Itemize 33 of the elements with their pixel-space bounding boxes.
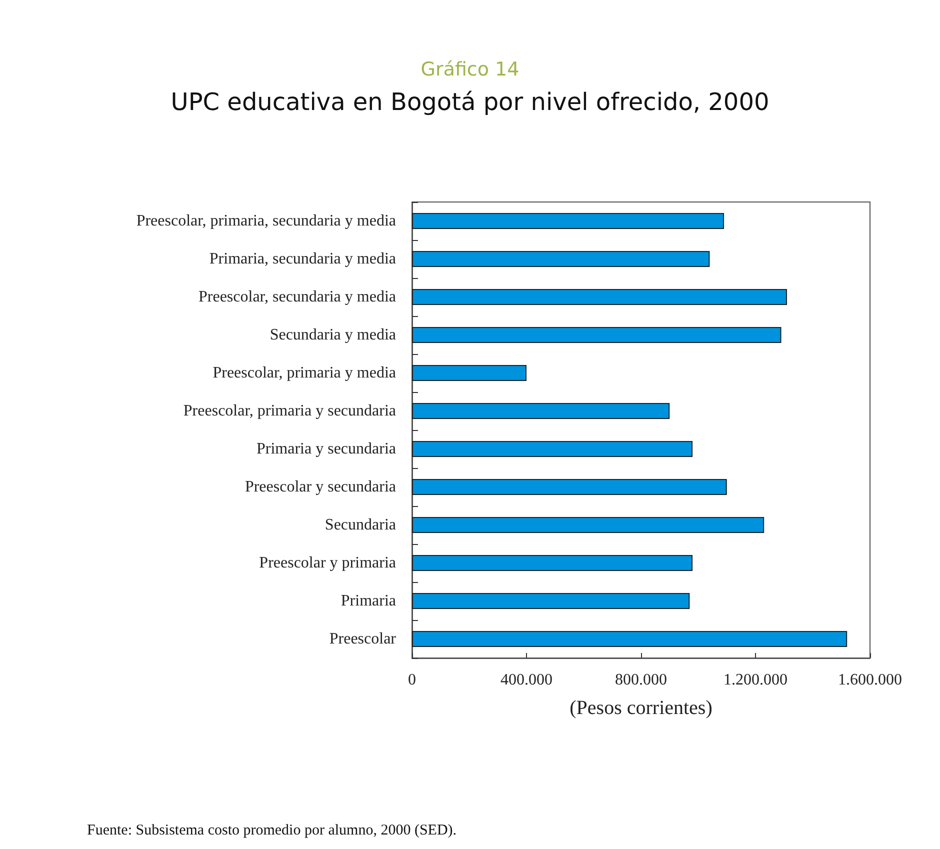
- y-tick-label: Primaria, secundaria y media: [209, 250, 396, 268]
- bar: [412, 251, 710, 267]
- y-tick-label: Preescolar, secundaria y media: [198, 288, 396, 306]
- y-tick-label: Preescolar, primaria y secundaria: [183, 402, 396, 420]
- bar: [412, 365, 526, 381]
- bar: [412, 441, 693, 457]
- bar: [412, 479, 727, 495]
- y-tick-label: Preescolar y primaria: [259, 554, 396, 572]
- bar: [412, 403, 670, 419]
- source-note: Fuente: Subsistema costo promedio por alumno, 2000 (SED).: [87, 822, 457, 838]
- bar: [412, 593, 690, 609]
- bar: [412, 213, 724, 229]
- bar: [412, 555, 693, 571]
- x-tick-label: 1.600.000: [838, 672, 902, 688]
- y-tick-label: Preescolar y secundaria: [244, 478, 396, 496]
- y-tick-label: Preescolar: [329, 630, 397, 648]
- y-tick-label: Preescolar, primaria y media: [212, 364, 396, 382]
- x-tick-label: 400.000: [500, 672, 552, 688]
- y-tick-label: Secundaria y media: [270, 326, 396, 344]
- bar: [412, 289, 787, 305]
- y-tick-label: Primaria: [340, 592, 396, 610]
- x-axis-title: (Pesos corrientes): [570, 697, 712, 719]
- y-tick-label: Secundaria: [324, 516, 396, 534]
- chart-title: Gráfico 14: [420, 58, 520, 80]
- y-tick-label: Primaria y secundaria: [256, 440, 396, 458]
- y-tick-label: Preescolar, primaria, secundaria y media: [136, 212, 396, 230]
- x-tick-label: 800.000: [615, 672, 667, 688]
- chart-subtitle: UPC educativa en Bogotá por nivel ofrecido, 2000: [170, 88, 770, 116]
- bar: [412, 517, 764, 533]
- x-tick-label: 1.200.000: [724, 672, 788, 688]
- bar: [412, 327, 782, 343]
- x-tick-label: 0: [408, 672, 416, 688]
- bar: [412, 631, 848, 647]
